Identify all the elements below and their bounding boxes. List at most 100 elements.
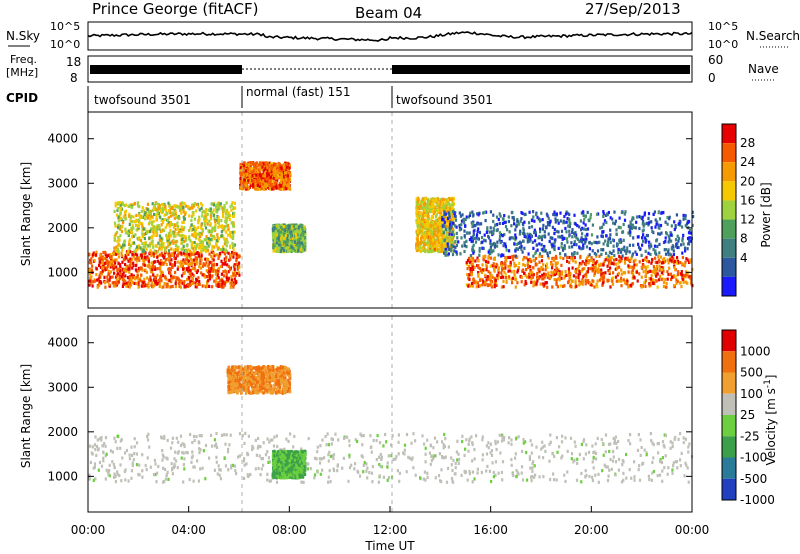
data-cell [252,184,255,188]
data-cell [280,170,283,174]
data-cell [214,222,217,227]
data-cell [227,264,230,268]
data-cell [202,262,205,266]
data-cell [547,256,550,260]
data-cell [104,285,107,289]
data-cell [424,249,427,254]
data-cell [183,249,186,253]
data-cell [139,278,142,282]
data-cell [269,175,272,179]
data-cell [218,254,221,258]
data-cell [109,270,113,274]
data-cell [226,263,229,267]
data-cell [134,257,137,261]
data-cell [183,202,186,206]
data-cell [502,279,505,283]
data-cell [225,208,229,212]
data-cell [201,229,204,233]
data-cell [593,285,596,289]
data-cell [571,266,574,270]
data-cell [199,246,202,250]
data-cell [160,273,163,277]
data-cell [197,237,200,241]
data-cell [98,283,101,287]
data-cell [141,228,144,232]
data-cell [681,273,684,277]
data-cell [555,266,558,270]
data-cell [128,214,131,218]
data-cell [173,231,176,235]
data-cell [171,213,174,217]
data-cell [284,238,287,242]
data-cell [659,255,663,259]
data-cell [433,222,436,226]
data-cell [231,230,234,234]
data-cell [423,203,426,207]
data-cell [587,254,590,258]
data-cell [217,216,220,220]
data-cell [229,257,232,261]
data-cell [524,279,527,284]
data-cell [191,272,194,276]
data-cell [267,173,270,177]
data-cell [207,208,210,212]
data-cell [449,197,452,202]
data-cell [303,227,306,231]
data-cell [113,209,116,213]
data-cell [282,170,285,174]
data-cell [489,280,492,284]
data-cell [278,233,281,237]
data-cell [569,277,572,281]
data-cell [169,234,173,238]
data-cell [169,241,172,245]
data-cell [146,283,149,287]
data-cell [167,220,170,224]
data-cell [154,225,157,230]
data-cell [252,179,256,183]
data-cell [122,270,125,274]
data-cell [179,285,182,289]
data-cell [215,239,218,243]
data-cell [654,256,657,260]
data-cell [167,256,170,261]
data-cell [575,284,578,288]
data-cell [248,169,251,174]
data-cell [192,205,195,209]
data-cell [193,234,196,238]
data-cell [146,216,149,220]
data-cell [215,269,218,273]
data-cell [594,261,597,265]
data-cell [447,238,450,242]
data-cell [220,234,223,238]
data-cell [213,279,216,283]
data-cell [229,230,232,235]
data-cell [177,205,180,209]
data-cell [107,261,110,265]
data-cell [416,233,419,238]
data-cell [158,238,161,243]
data-cell [226,211,230,215]
data-cell [151,220,154,224]
data-cell [258,164,261,168]
data-cell [266,174,269,178]
data-cell [195,209,198,213]
data-cell [415,229,418,234]
data-cell [417,228,421,233]
data-cell [602,263,605,267]
data-cell [532,266,535,270]
data-cell [194,247,198,251]
freq-panel-frame [87,55,693,83]
data-cell [286,244,289,248]
data-cell [128,238,131,242]
data-cell [189,271,192,275]
data-cell [225,257,228,261]
data-cell [422,205,425,210]
data-cell [104,251,107,255]
data-cell [538,254,541,258]
data-cell [300,229,304,233]
data-cell [551,266,554,270]
data-cell [151,215,154,220]
data-cell [610,256,613,260]
data-cell [199,261,202,265]
